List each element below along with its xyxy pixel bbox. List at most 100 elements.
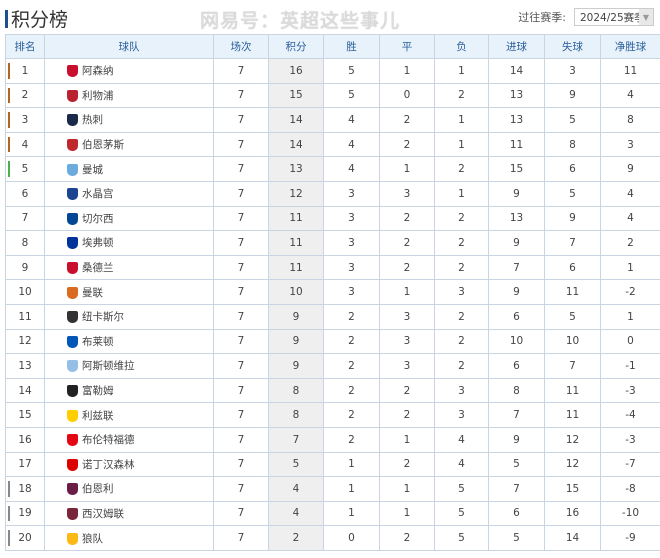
team-cell[interactable]: 布莱顿 <box>44 328 214 355</box>
column-header[interactable]: 胜 <box>323 34 380 59</box>
goal-difference-cell: 8 <box>600 107 660 133</box>
team-cell[interactable]: 西汉姆联 <box>44 500 214 527</box>
table-row[interactable]: 12 布莱顿 7 9 2 3 2 10 10 0 <box>5 328 660 355</box>
points-cell: 11 <box>268 230 324 256</box>
team-name[interactable]: 埃弗顿 <box>82 237 114 250</box>
table-row[interactable]: 8 埃弗顿 7 11 3 2 2 9 7 2 <box>5 230 660 256</box>
team-logo-icon <box>67 262 78 275</box>
goals-against-cell: 9 <box>544 205 601 232</box>
column-header[interactable]: 平 <box>379 34 435 59</box>
goals-for-cell: 6 <box>488 500 545 527</box>
table-row[interactable]: 13 阿斯顿维拉 7 9 2 3 2 6 7 -1 <box>5 353 660 379</box>
table-row[interactable]: 19 西汉姆联 7 4 1 1 5 6 16 -10 <box>5 500 660 527</box>
table-row[interactable]: 20 狼队 7 2 0 2 5 5 14 -9 <box>5 525 660 551</box>
team-name[interactable]: 富勒姆 <box>82 385 114 398</box>
table-row[interactable]: 1 阿森纳 7 16 5 1 1 14 3 11 <box>5 58 660 84</box>
team-cell[interactable]: 狼队 <box>44 525 214 551</box>
team-name[interactable]: 布莱顿 <box>82 335 114 348</box>
team-cell[interactable]: 曼城 <box>44 156 214 182</box>
draws-cell: 1 <box>379 279 435 305</box>
season-dropdown[interactable]: 2024/25赛季 ▼ <box>574 8 654 26</box>
team-cell[interactable]: 富勒姆 <box>44 377 214 404</box>
team-cell[interactable]: 伯恩茅斯 <box>44 131 214 158</box>
column-header[interactable]: 失球 <box>544 34 601 59</box>
team-cell[interactable]: 阿森纳 <box>44 58 214 84</box>
table-row[interactable]: 7 切尔西 7 11 3 2 2 13 9 4 <box>5 205 660 232</box>
rank-cell: 14 <box>5 377 45 404</box>
goals-against-cell: 7 <box>544 230 601 256</box>
goals-against-cell: 11 <box>544 377 601 404</box>
team-name[interactable]: 狼队 <box>82 532 103 545</box>
team-name[interactable]: 切尔西 <box>82 212 114 225</box>
team-name[interactable]: 伯恩茅斯 <box>82 139 124 152</box>
rank-cell: 12 <box>5 328 45 355</box>
rank: 1 <box>21 64 29 77</box>
team-name[interactable]: 热刺 <box>82 114 103 127</box>
table-row[interactable]: 17 诺丁汉森林 7 5 1 2 4 5 12 -7 <box>5 451 660 478</box>
rank: 8 <box>21 236 29 249</box>
table-row[interactable]: 10 曼联 7 10 3 1 3 9 11 -2 <box>5 279 660 305</box>
table-row[interactable]: 16 布伦特福德 7 7 2 1 4 9 12 -3 <box>5 426 660 453</box>
team-cell[interactable]: 水晶宫 <box>44 180 214 207</box>
table-row[interactable]: 11 纽卡斯尔 7 9 2 3 2 6 5 1 <box>5 303 660 330</box>
team-cell[interactable]: 伯恩利 <box>44 476 214 502</box>
team-name[interactable]: 阿森纳 <box>82 65 114 78</box>
rank: 16 <box>18 433 32 446</box>
team-name[interactable]: 诺丁汉森林 <box>82 458 135 471</box>
rank-cell: 3 <box>5 107 45 133</box>
team-cell[interactable]: 诺丁汉森林 <box>44 451 214 478</box>
rank: 12 <box>18 335 32 348</box>
goals-against-cell: 7 <box>544 353 601 379</box>
team-cell[interactable]: 切尔西 <box>44 205 214 232</box>
team-cell[interactable]: 热刺 <box>44 107 214 133</box>
table-row[interactable]: 18 伯恩利 7 4 1 1 5 7 15 -8 <box>5 476 660 502</box>
goal-difference-cell: -10 <box>600 500 660 527</box>
draws-cell: 2 <box>379 254 435 281</box>
rank: 2 <box>21 89 29 102</box>
team-name[interactable]: 曼联 <box>82 286 103 299</box>
table-row[interactable]: 15 利兹联 7 8 2 2 3 7 11 -4 <box>5 402 660 428</box>
draws-cell: 0 <box>379 82 435 109</box>
wins-cell: 2 <box>323 402 380 428</box>
table-row[interactable]: 2 利物浦 7 15 5 0 2 13 9 4 <box>5 82 660 109</box>
table-row[interactable]: 4 伯恩茅斯 7 14 4 2 1 11 8 3 <box>5 131 660 158</box>
draws-cell: 2 <box>379 451 435 478</box>
team-name[interactable]: 水晶宫 <box>82 188 114 201</box>
team-name[interactable]: 利兹联 <box>82 409 114 422</box>
column-header[interactable]: 球队 <box>44 34 214 59</box>
table-row[interactable]: 3 热刺 7 14 4 2 1 13 5 8 <box>5 107 660 133</box>
team-cell[interactable]: 埃弗顿 <box>44 230 214 256</box>
team-cell[interactable]: 桑德兰 <box>44 254 214 281</box>
wins-cell: 2 <box>323 328 380 355</box>
team-name[interactable]: 桑德兰 <box>82 262 114 275</box>
column-header[interactable]: 场次 <box>213 34 269 59</box>
team-cell[interactable]: 布伦特福德 <box>44 426 214 453</box>
team-name[interactable]: 布伦特福德 <box>82 434 135 447</box>
column-header[interactable]: 净胜球 <box>600 34 660 59</box>
goals-for-cell: 7 <box>488 476 545 502</box>
goal-difference-cell: 3 <box>600 131 660 158</box>
team-name[interactable]: 西汉姆联 <box>82 507 124 520</box>
chevron-down-icon[interactable]: ▼ <box>639 9 653 25</box>
team-cell[interactable]: 纽卡斯尔 <box>44 303 214 330</box>
team-name[interactable]: 纽卡斯尔 <box>82 311 124 324</box>
table-row[interactable]: 5 曼城 7 13 4 1 2 15 6 9 <box>5 156 660 182</box>
team-cell[interactable]: 阿斯顿维拉 <box>44 353 214 379</box>
team-name[interactable]: 曼城 <box>82 163 103 176</box>
column-header[interactable]: 积分 <box>268 34 324 59</box>
team-cell[interactable]: 曼联 <box>44 279 214 305</box>
wins-cell: 4 <box>323 131 380 158</box>
team-logo-icon <box>67 434 78 447</box>
table-row[interactable]: 6 水晶宫 7 12 3 3 1 9 5 4 <box>5 180 660 207</box>
team-name[interactable]: 伯恩利 <box>82 483 114 496</box>
team-cell[interactable]: 利物浦 <box>44 82 214 109</box>
column-header[interactable]: 负 <box>434 34 489 59</box>
column-header[interactable]: 进球 <box>488 34 545 59</box>
losses-cell: 5 <box>434 525 489 551</box>
column-header[interactable]: 排名 <box>5 34 45 59</box>
team-name[interactable]: 利物浦 <box>82 89 114 102</box>
team-name[interactable]: 阿斯顿维拉 <box>82 360 135 373</box>
table-row[interactable]: 9 桑德兰 7 11 3 2 2 7 6 1 <box>5 254 660 281</box>
table-row[interactable]: 14 富勒姆 7 8 2 2 3 8 11 -3 <box>5 377 660 404</box>
team-cell[interactable]: 利兹联 <box>44 402 214 428</box>
